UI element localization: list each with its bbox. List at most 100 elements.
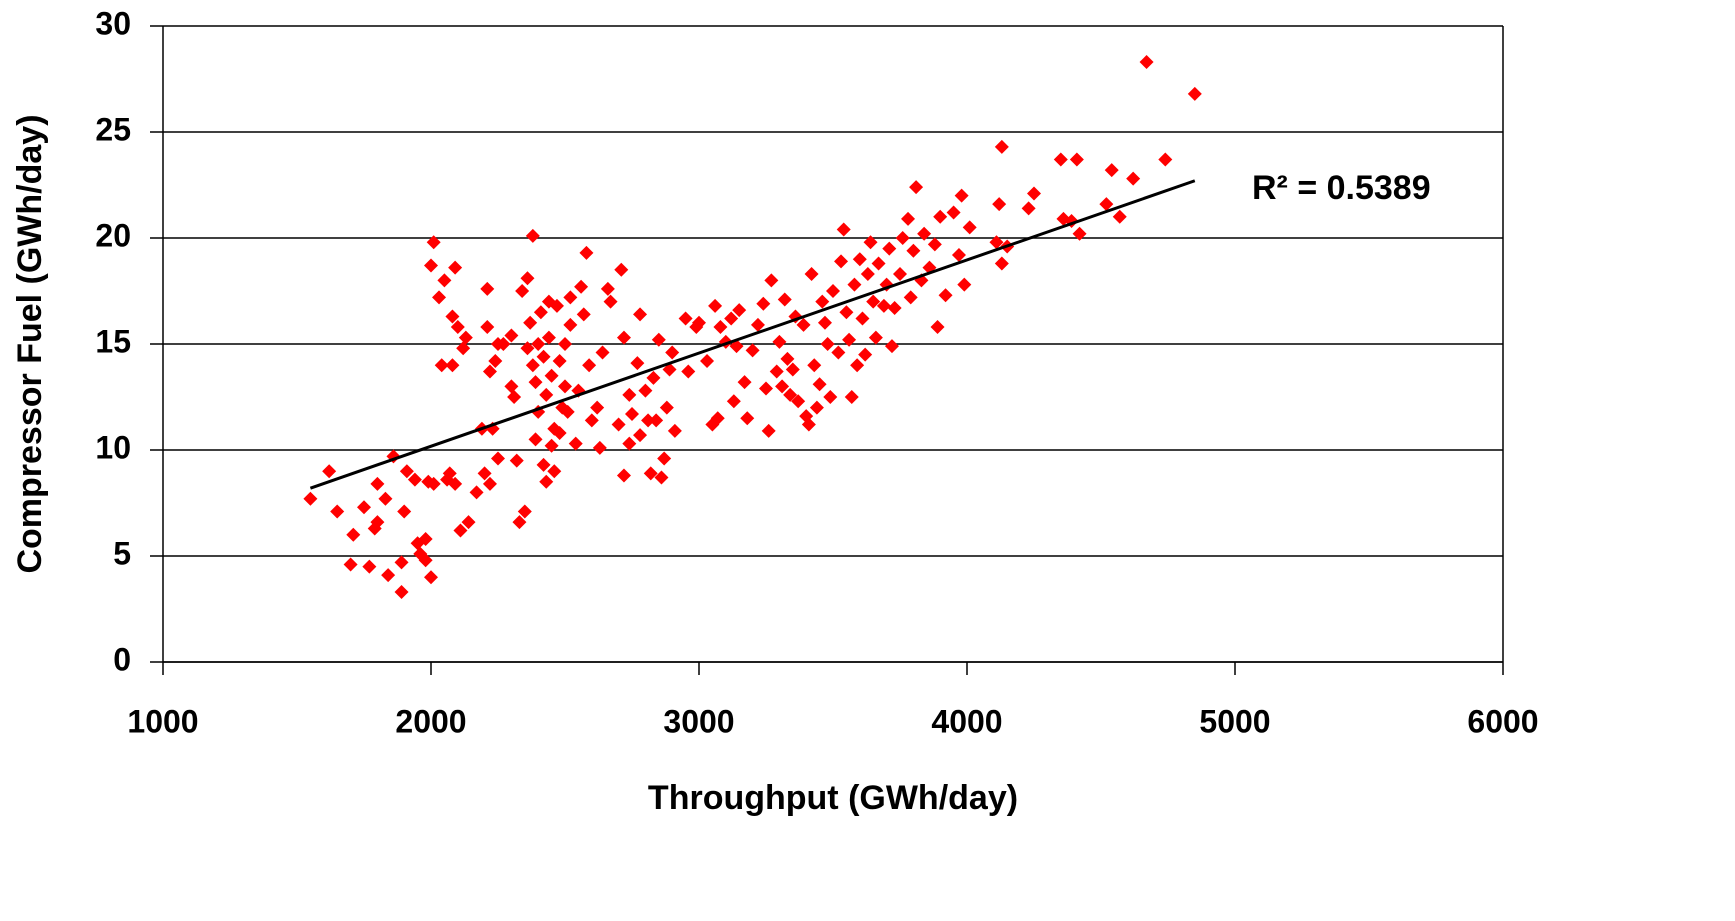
point bbox=[724, 311, 739, 326]
point bbox=[563, 317, 578, 332]
point bbox=[901, 211, 916, 226]
point bbox=[817, 315, 832, 330]
point bbox=[330, 504, 345, 519]
point bbox=[394, 555, 409, 570]
point bbox=[989, 235, 1004, 250]
point bbox=[1027, 186, 1041, 201]
point bbox=[482, 364, 497, 379]
point bbox=[523, 315, 538, 330]
point bbox=[954, 188, 969, 203]
x-axis-title: Throughput (GWh/day) bbox=[648, 779, 1018, 817]
point bbox=[957, 277, 972, 292]
point bbox=[482, 476, 497, 491]
x-tick-label: 3000 bbox=[663, 703, 734, 739]
point bbox=[378, 491, 393, 506]
y-tick-label: 30 bbox=[95, 5, 131, 41]
point bbox=[831, 345, 846, 360]
point bbox=[480, 281, 495, 296]
point bbox=[525, 358, 540, 373]
point bbox=[432, 290, 447, 305]
point bbox=[839, 305, 854, 320]
point bbox=[544, 368, 559, 383]
point bbox=[643, 466, 658, 481]
point bbox=[844, 390, 859, 404]
point bbox=[866, 294, 881, 309]
point bbox=[528, 432, 543, 447]
point bbox=[651, 332, 666, 347]
point bbox=[927, 237, 942, 252]
point bbox=[700, 353, 715, 368]
point bbox=[951, 247, 966, 262]
point bbox=[600, 281, 615, 296]
point bbox=[450, 320, 465, 335]
point bbox=[756, 296, 771, 311]
point bbox=[654, 470, 669, 485]
point bbox=[362, 559, 377, 574]
point bbox=[667, 423, 682, 438]
point bbox=[582, 358, 597, 373]
point bbox=[852, 252, 867, 267]
point bbox=[461, 515, 476, 530]
point bbox=[887, 300, 902, 315]
point bbox=[882, 241, 897, 256]
point bbox=[541, 330, 556, 345]
point bbox=[783, 387, 798, 402]
point bbox=[903, 290, 918, 305]
point bbox=[346, 527, 361, 542]
point bbox=[812, 377, 827, 392]
point bbox=[994, 256, 1009, 271]
point bbox=[842, 332, 857, 347]
point bbox=[399, 464, 414, 479]
point bbox=[713, 320, 728, 335]
point bbox=[480, 320, 495, 335]
point bbox=[448, 476, 463, 491]
point bbox=[456, 341, 471, 356]
point bbox=[1126, 171, 1141, 186]
point bbox=[547, 464, 562, 479]
point bbox=[496, 337, 511, 351]
point bbox=[584, 413, 599, 428]
point bbox=[860, 267, 875, 282]
point bbox=[807, 358, 822, 373]
point bbox=[740, 411, 755, 426]
point bbox=[536, 457, 551, 472]
point bbox=[434, 358, 449, 373]
point bbox=[448, 260, 463, 275]
point bbox=[477, 466, 492, 481]
point bbox=[791, 394, 806, 409]
point bbox=[858, 347, 873, 362]
point bbox=[850, 358, 865, 373]
point bbox=[370, 476, 385, 491]
point bbox=[1158, 152, 1173, 167]
point bbox=[1021, 201, 1036, 216]
annotation: R² = 0.5389 bbox=[1252, 169, 1431, 207]
point bbox=[469, 485, 484, 500]
point bbox=[710, 411, 725, 426]
y-tick-label: 25 bbox=[95, 111, 131, 147]
y-tick-label: 5 bbox=[113, 535, 131, 571]
point bbox=[726, 394, 741, 409]
point bbox=[592, 440, 607, 455]
point bbox=[442, 466, 457, 481]
point bbox=[590, 400, 605, 415]
point bbox=[504, 328, 519, 343]
point bbox=[520, 341, 535, 356]
point bbox=[437, 273, 452, 288]
point bbox=[552, 426, 567, 441]
point bbox=[1072, 226, 1087, 241]
point bbox=[595, 345, 610, 360]
x-tick-label: 2000 bbox=[395, 703, 466, 739]
point bbox=[1112, 209, 1127, 224]
point bbox=[603, 294, 618, 309]
point bbox=[458, 330, 473, 345]
point bbox=[568, 436, 583, 451]
point bbox=[445, 358, 460, 373]
point bbox=[407, 472, 422, 487]
point bbox=[424, 570, 438, 585]
point bbox=[625, 406, 639, 421]
point bbox=[633, 428, 648, 443]
point bbox=[649, 413, 664, 428]
point bbox=[574, 279, 589, 294]
point bbox=[507, 390, 522, 404]
